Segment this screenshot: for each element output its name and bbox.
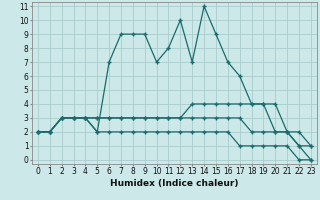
X-axis label: Humidex (Indice chaleur): Humidex (Indice chaleur) xyxy=(110,179,239,188)
